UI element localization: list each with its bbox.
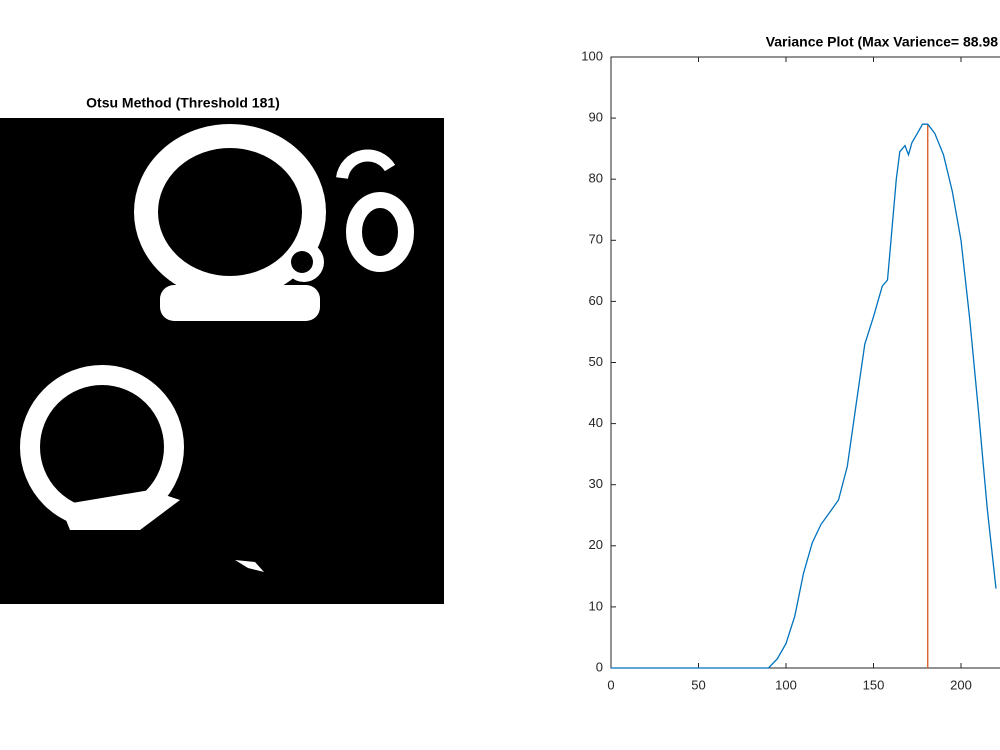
binary-image	[0, 118, 444, 604]
y-tick-label: 60	[589, 293, 603, 308]
y-tick-label: 50	[589, 354, 603, 369]
y-tick-label: 80	[589, 171, 603, 186]
image-title: Otsu Method (Threshold 181)	[86, 95, 280, 111]
x-tick-label: 100	[775, 677, 797, 692]
x-tick-label: 0	[607, 677, 614, 692]
plot-title: Variance Plot (Max Varience= 88.98	[766, 34, 999, 50]
x-tick-label: 150	[863, 677, 885, 692]
y-tick-label: 30	[589, 476, 603, 491]
y-tick-label: 20	[589, 537, 603, 552]
y-tick-label: 40	[589, 415, 603, 430]
y-tick-label: 0	[596, 659, 603, 674]
y-tick-label: 10	[589, 598, 603, 613]
x-tick-label: 200	[950, 677, 972, 692]
x-tick-label: 50	[691, 677, 705, 692]
y-tick-label: 90	[589, 110, 603, 125]
y-tick-label: 100	[581, 48, 603, 63]
y-tick-label: 70	[589, 232, 603, 247]
variance-line	[611, 123, 997, 669]
